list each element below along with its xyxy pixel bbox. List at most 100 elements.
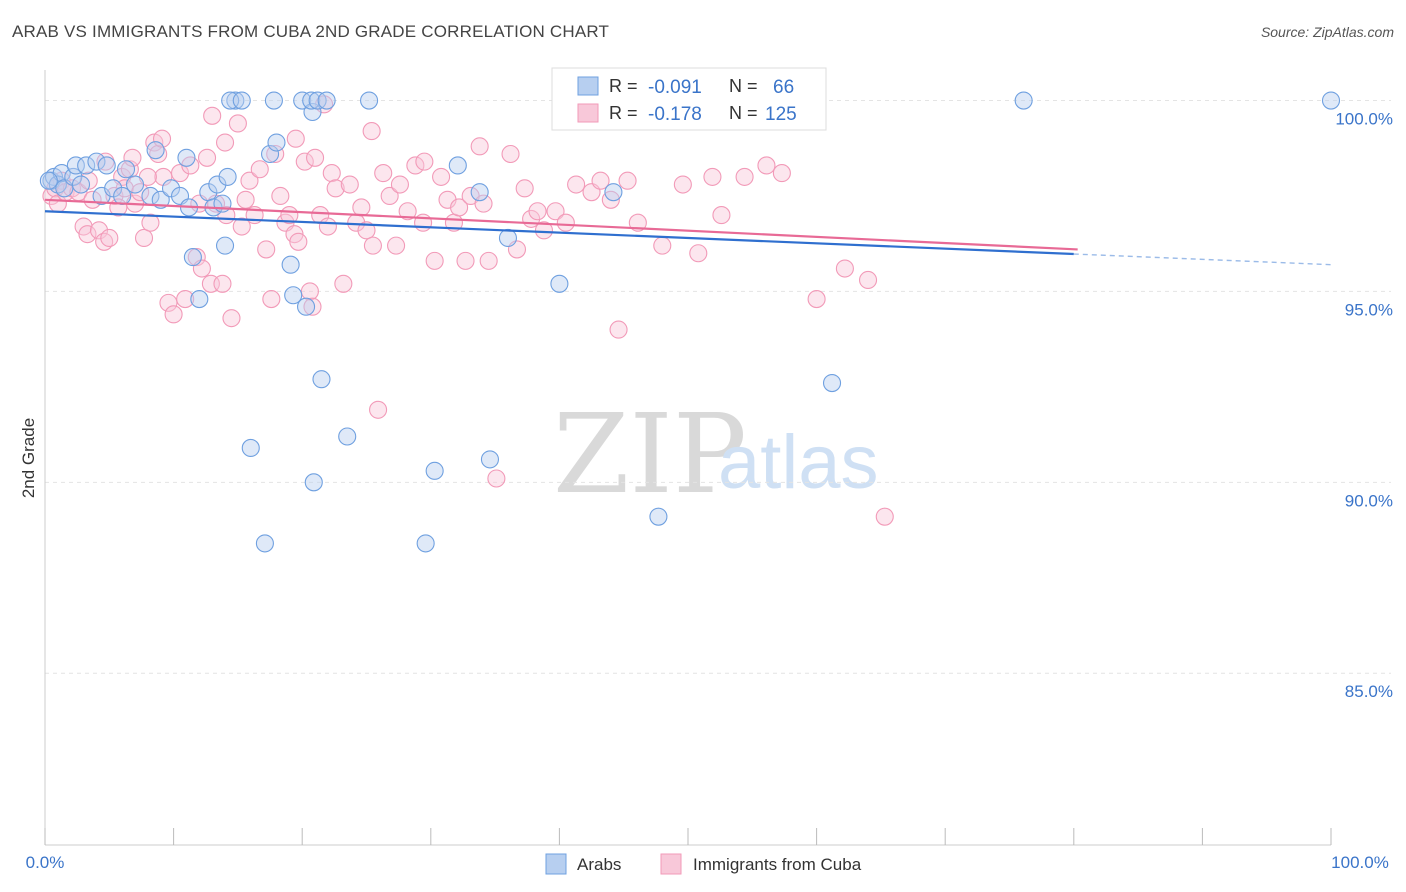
point-cuba-88 bbox=[534, 221, 554, 240]
point-cuba-40 bbox=[240, 171, 259, 190]
point-arabs-38 bbox=[267, 133, 286, 152]
legend-r-label-cuba: R = bbox=[609, 103, 638, 123]
point-arabs-35 bbox=[255, 534, 274, 553]
point-cuba-26 bbox=[170, 164, 190, 183]
y-tick-labels: 100.0% 95.0% 90.0% 85.0% bbox=[1335, 110, 1393, 702]
point-cuba-13 bbox=[105, 186, 124, 206]
point-cuba-52 bbox=[300, 282, 319, 301]
point-cuba-46 bbox=[271, 186, 290, 206]
point-cuba-82 bbox=[487, 469, 506, 488]
watermark-atlas: atlas bbox=[718, 420, 879, 505]
legend-r-label-arabs: R = bbox=[609, 76, 638, 96]
point-cuba-51 bbox=[295, 152, 314, 171]
point-arabs-48 bbox=[317, 91, 336, 110]
point-arabs-39 bbox=[281, 255, 300, 274]
point-cuba-64 bbox=[369, 400, 388, 419]
point-cuba-45 bbox=[266, 144, 285, 164]
point-cuba-63 bbox=[363, 236, 382, 255]
point-cuba-113 bbox=[215, 133, 235, 152]
point-arabs-55 bbox=[480, 450, 500, 469]
point-cuba-43 bbox=[257, 240, 276, 259]
point-arabs-49 bbox=[338, 427, 357, 446]
point-cuba-29 bbox=[187, 248, 206, 267]
point-arabs-14 bbox=[116, 160, 136, 179]
watermark-zip: ZIP bbox=[553, 390, 747, 518]
point-cuba-38 bbox=[232, 217, 251, 236]
point-cuba-62 bbox=[357, 221, 376, 240]
point-arabs-8 bbox=[77, 156, 96, 175]
point-cuba-96 bbox=[618, 171, 637, 190]
point-cuba-59 bbox=[340, 175, 359, 194]
point-cuba-68 bbox=[390, 175, 409, 194]
point-arabs-43 bbox=[302, 91, 321, 110]
point-cuba-42 bbox=[250, 160, 269, 179]
point-cuba-19 bbox=[134, 228, 154, 248]
point-arabs-9 bbox=[87, 152, 106, 171]
legend-n-value-arabs: 66 bbox=[773, 77, 794, 98]
point-arabs-52 bbox=[425, 461, 444, 480]
point-arabs-5 bbox=[64, 167, 83, 186]
y-tick-label-0: 100.0% bbox=[1335, 110, 1393, 129]
point-arabs-36 bbox=[260, 144, 280, 164]
point-cuba-99 bbox=[653, 236, 672, 255]
point-cuba-77 bbox=[456, 251, 475, 270]
legend-n-value-cuba: 125 bbox=[765, 104, 797, 125]
point-cuba-85 bbox=[515, 179, 534, 198]
point-cuba-107 bbox=[807, 290, 826, 309]
point-cuba-81 bbox=[479, 251, 498, 270]
point-cuba-108 bbox=[835, 259, 854, 278]
point-cuba-67 bbox=[387, 236, 406, 255]
point-arabs-21 bbox=[177, 148, 196, 167]
point-cuba-102 bbox=[703, 167, 722, 186]
point-cuba-89 bbox=[546, 202, 565, 221]
point-arabs-24 bbox=[190, 290, 209, 309]
point-cuba-103 bbox=[712, 206, 731, 225]
series-arabs-points bbox=[39, 91, 1341, 553]
point-cuba-34 bbox=[213, 274, 232, 293]
point-arabs-64 bbox=[1321, 91, 1341, 110]
point-cuba-66 bbox=[380, 186, 399, 206]
bottom-legend: Arabs Immigrants from Cuba bbox=[545, 853, 862, 875]
point-cuba-31 bbox=[197, 148, 217, 167]
point-cuba-25 bbox=[164, 305, 183, 324]
x-tick-label-min: 0.0% bbox=[26, 853, 65, 872]
trend-line-arabs bbox=[44, 210, 1074, 256]
x-tick-marks bbox=[44, 828, 1332, 845]
point-arabs-46 bbox=[304, 473, 323, 492]
point-cuba-65 bbox=[374, 164, 393, 183]
point-arabs-54 bbox=[470, 183, 489, 202]
point-cuba-50 bbox=[289, 232, 308, 251]
point-arabs-50 bbox=[360, 91, 379, 110]
point-cuba-39 bbox=[236, 190, 255, 209]
point-cuba-36 bbox=[222, 309, 241, 328]
point-arabs-30 bbox=[218, 167, 237, 186]
point-cuba-80 bbox=[474, 194, 493, 213]
point-cuba-90 bbox=[556, 213, 575, 232]
point-cuba-87 bbox=[528, 202, 547, 221]
point-arabs-59 bbox=[649, 507, 668, 526]
point-arabs-56 bbox=[498, 228, 518, 248]
point-cuba-105 bbox=[757, 156, 776, 175]
bottom-legend-swatch-arabs bbox=[545, 853, 567, 875]
point-cuba-93 bbox=[591, 171, 610, 190]
point-cuba-117 bbox=[415, 152, 434, 171]
point-cuba-104 bbox=[735, 167, 754, 186]
point-cuba-37 bbox=[228, 114, 247, 133]
trend-line-cuba bbox=[44, 198, 1078, 251]
point-cuba-10 bbox=[89, 221, 109, 240]
point-arabs-51 bbox=[416, 534, 435, 553]
point-arabs-7 bbox=[71, 175, 91, 194]
trend-line-arabs-extension bbox=[1073, 253, 1332, 266]
point-arabs-27 bbox=[208, 175, 227, 194]
chart-title: ARAB VS IMMIGRANTS FROM CUBA 2ND GRADE C… bbox=[12, 22, 610, 41]
point-cuba-56 bbox=[322, 164, 341, 183]
point-arabs-31 bbox=[226, 91, 245, 110]
legend-swatch-cuba bbox=[577, 103, 599, 123]
point-cuba-53 bbox=[303, 297, 322, 316]
point-cuba-20 bbox=[141, 213, 160, 232]
point-arabs-42 bbox=[303, 102, 322, 122]
legend-n-label-cuba: N = bbox=[729, 103, 758, 123]
point-arabs-6 bbox=[66, 156, 85, 175]
point-arabs-58 bbox=[604, 183, 623, 202]
point-cuba-91 bbox=[567, 175, 586, 194]
